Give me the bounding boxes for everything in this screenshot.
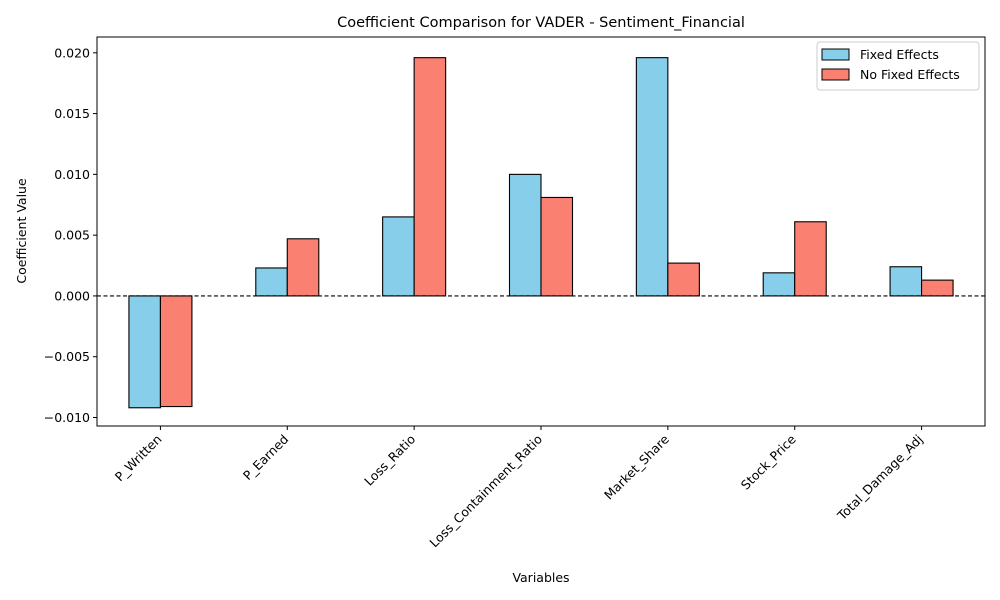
x-tick-label: P_Written [112,432,165,485]
bar-no-fixed-effects-3 [540,196,574,297]
legend-swatch-no-fixed-effects [821,68,850,81]
bar-fixed-effects-4 [635,57,669,297]
y-tick-label: −0.010 [44,410,90,425]
bar-fixed-effects-0 [128,295,161,409]
x-axis-label: Variables [512,570,569,585]
legend-label: Fixed Effects [860,47,939,62]
bar-no-fixed-effects-5 [794,221,827,297]
x-tick-label: P_Earned [240,432,291,483]
bar-fixed-effects-6 [889,266,923,297]
plot-area: −0.010 −0.005 0.000 0.005 0.010 0.015 0.020 P_W… [44,36,986,551]
chart-title: Coefficient Comparison for VADER - Senti… [337,15,745,31]
y-tick-label: 0.000 [54,288,90,303]
x-tick-label: Market_Share [601,431,672,502]
bar-fixed-effects-1 [255,267,288,297]
legend: Fixed Effects No Fixed Effects [816,41,980,91]
legend-label: No Fixed Effects [860,67,960,82]
y-tick-label: 0.005 [54,228,90,243]
bar-no-fixed-effects-2 [413,57,447,297]
bar-fixed-effects-5 [762,272,796,297]
bar-no-fixed-effects-6 [921,279,954,297]
y-tick-label: 0.015 [54,106,90,121]
bar-fixed-effects-2 [382,216,415,297]
x-tick-label: Total_Damage_Adj [834,432,926,524]
x-tick-label: Loss_Containment_Ratio [426,432,545,551]
y-tick-label: 0.010 [54,167,90,182]
bar-fixed-effects-3 [508,173,542,297]
bar-no-fixed-effects-0 [159,295,193,408]
bar-no-fixed-effects-1 [286,238,320,297]
y-tick-label: 0.020 [54,45,90,60]
legend-box [816,41,980,91]
x-tick-label: Loss_Ratio [361,432,418,489]
legend-swatch-fixed-effects [821,48,850,61]
bar-no-fixed-effects-4 [667,262,700,297]
y-axis-label: Coefficient Value [14,178,29,284]
y-tick-label: −0.005 [44,349,90,364]
x-tick-label: Stock_Price [738,431,799,492]
